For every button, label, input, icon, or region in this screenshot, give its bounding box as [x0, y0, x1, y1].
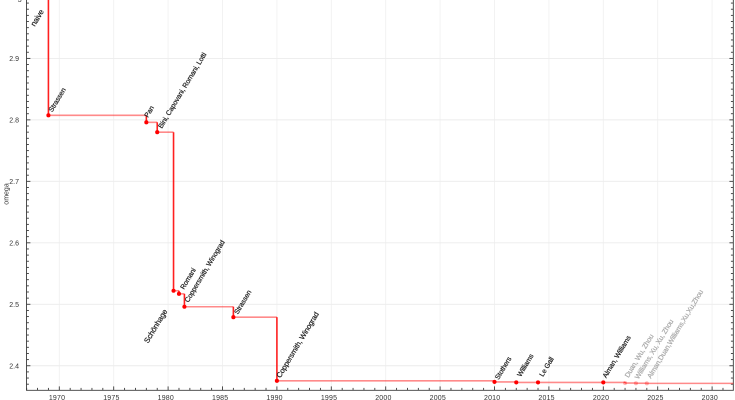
- svg-text:2.5: 2.5: [9, 302, 19, 309]
- svg-text:2020: 2020: [593, 395, 609, 400]
- svg-text:1980: 1980: [158, 395, 174, 400]
- svg-text:2.7: 2.7: [9, 179, 19, 186]
- svg-text:1975: 1975: [103, 395, 119, 400]
- svg-text:2.8: 2.8: [9, 117, 19, 124]
- svg-text:2.4: 2.4: [9, 363, 19, 370]
- svg-text:2.6: 2.6: [9, 240, 19, 247]
- svg-text:1995: 1995: [321, 395, 337, 400]
- svg-text:2.9: 2.9: [9, 56, 19, 63]
- svg-text:2000: 2000: [375, 395, 391, 400]
- svg-text:2015: 2015: [538, 395, 554, 400]
- svg-text:1985: 1985: [212, 395, 228, 400]
- svg-text:2010: 2010: [484, 395, 500, 400]
- svg-text:1970: 1970: [49, 395, 65, 400]
- svg-text:2005: 2005: [430, 395, 446, 400]
- svg-text:2030: 2030: [702, 395, 718, 400]
- svg-text:omega: omega: [3, 183, 10, 205]
- svg-text:2025: 2025: [647, 395, 663, 400]
- svg-text:3: 3: [18, 0, 22, 4]
- svg-text:1990: 1990: [266, 395, 282, 400]
